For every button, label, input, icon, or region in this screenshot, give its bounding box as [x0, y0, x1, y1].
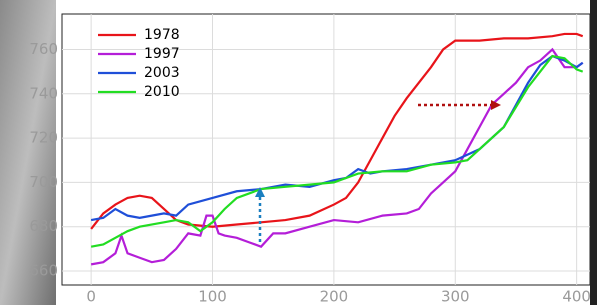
x-tick-label: 100 [198, 288, 227, 305]
y-tick-label: 740 [29, 84, 58, 102]
background-edge [590, 0, 597, 305]
page: {"chart_data": {"type": "line", "xlim": … [0, 0, 597, 305]
legend-label: 1997 [144, 46, 180, 62]
legend-label: 2010 [144, 84, 180, 100]
legend-label: 2003 [144, 65, 180, 81]
x-tick-label: 200 [320, 288, 349, 305]
y-tick-label: 720 [29, 129, 58, 147]
y-tick-label: 660 [29, 262, 58, 280]
y-tick-label: 680 [29, 217, 58, 235]
x-tick-label: 400 [562, 288, 591, 305]
x-tick-label: 300 [441, 288, 470, 305]
x-tick-label: 0 [86, 288, 96, 305]
chart: 1978 1997 2003 2010 660 680 700 720 740 760 0 100 2… [0, 0, 597, 305]
y-tick-label: 700 [29, 173, 58, 191]
plot-area [62, 14, 590, 285]
legend-label: 1978 [144, 27, 180, 43]
y-tick-label: 760 [29, 40, 58, 58]
